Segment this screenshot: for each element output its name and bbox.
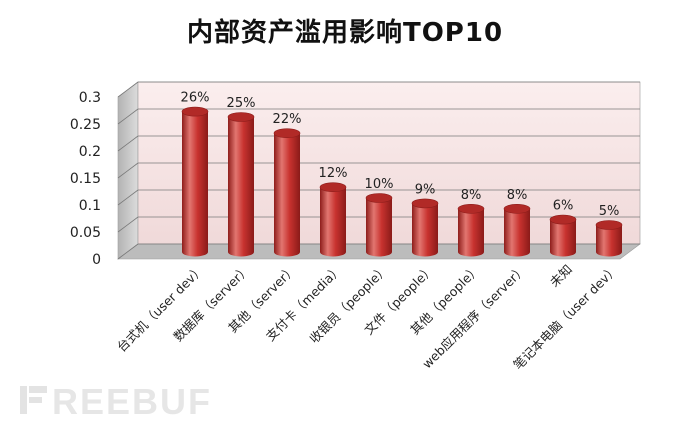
y-tick-label: 0.15 — [70, 171, 101, 187]
bar-body — [228, 117, 254, 257]
data-label: 12% — [319, 166, 348, 181]
data-label: 8% — [507, 188, 528, 203]
x-tick-label: 收银员（people） — [306, 262, 391, 347]
data-label: 5% — [599, 204, 620, 219]
chart-title: 内部资产滥用影响TOP10 — [186, 18, 504, 48]
bar-top — [549, 214, 577, 225]
data-label: 8% — [461, 188, 482, 203]
bar-body — [320, 187, 346, 257]
data-label: 26% — [181, 91, 210, 106]
bar — [227, 112, 255, 257]
bar-body — [596, 225, 622, 257]
gridline-side — [117, 243, 139, 260]
bar-body — [366, 198, 392, 257]
y-tick-label: 0.1 — [79, 198, 101, 214]
y-tick-label: 0.2 — [79, 144, 101, 160]
x-tick-label: 台式机（user dev） — [114, 262, 207, 355]
freebuf-watermark-logo: REEBUF — [20, 381, 212, 422]
y-tick-label: 0.3 — [79, 90, 101, 106]
bar-top — [411, 198, 439, 209]
gridline-side — [117, 81, 139, 98]
bar — [503, 204, 531, 257]
svg-text:REEBUF: REEBUF — [52, 381, 212, 422]
x-tick-label: 未知 — [547, 262, 575, 290]
bar — [273, 128, 301, 257]
bar-body — [412, 203, 438, 257]
gridline-side — [117, 135, 139, 152]
x-axis: 台式机（user dev）数据库（server）其他（server）支付卡（me… — [114, 262, 621, 373]
data-label: 9% — [415, 182, 436, 197]
data-label: 25% — [227, 96, 256, 111]
data-labels: 26% 25% 22% 12% 10% 9% 8% 8% 6% 5% — [181, 91, 620, 219]
y-tick-label: 0.05 — [70, 225, 101, 241]
y-tick-label: 0.25 — [70, 117, 101, 133]
bar-top — [457, 204, 485, 214]
bar-top — [503, 204, 531, 214]
gridline-side — [117, 216, 139, 233]
gridline-side — [117, 162, 139, 179]
y-axis: 0 0.05 0.1 0.15 0.2 0.25 0.3 — [70, 90, 101, 268]
gridline-side — [117, 189, 139, 206]
bar-top — [365, 193, 393, 203]
bar-body — [274, 133, 300, 257]
bar-top — [227, 112, 255, 122]
bar-top — [595, 220, 623, 230]
bar-body — [504, 208, 530, 257]
bar-body — [458, 208, 484, 257]
data-label: 6% — [553, 199, 574, 214]
gridline-side — [117, 108, 139, 125]
y-tick-label: 0 — [92, 252, 101, 268]
bar — [457, 204, 485, 257]
bars — [181, 106, 623, 257]
bar — [181, 106, 209, 257]
bar — [319, 182, 347, 257]
bar — [365, 193, 393, 257]
bar — [595, 220, 623, 257]
bar-body — [550, 219, 576, 257]
bar — [549, 214, 577, 257]
data-label: 10% — [365, 177, 394, 192]
bar-top — [273, 128, 301, 138]
bar — [411, 198, 439, 257]
bar-top — [319, 182, 347, 192]
data-label: 22% — [273, 112, 302, 127]
bar-body — [182, 111, 208, 257]
bar-top — [181, 106, 209, 117]
